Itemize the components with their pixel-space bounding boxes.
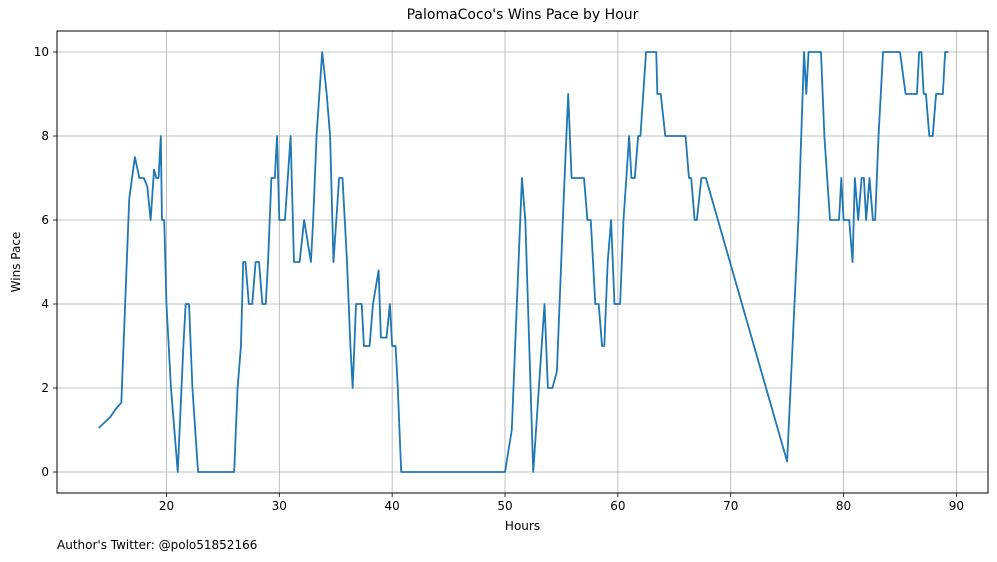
y-tick-label: 0 xyxy=(41,465,49,479)
y-tick-label: 8 xyxy=(41,129,49,143)
x-tick-label: 90 xyxy=(949,499,964,513)
y-tick-label: 4 xyxy=(41,297,49,311)
y-axis-label: Wins Pace xyxy=(9,231,23,293)
x-tick-label: 60 xyxy=(610,499,625,513)
plot-frame xyxy=(56,30,989,494)
y-tick-label: 10 xyxy=(34,45,49,59)
x-tick-label: 40 xyxy=(385,499,400,513)
x-tick-label: 30 xyxy=(272,499,287,513)
chart-title: PalomaCoco's Wins Pace by Hour xyxy=(406,7,639,23)
author-footnote: Author's Twitter: @polo51852166 xyxy=(57,538,258,552)
y-tick-label: 2 xyxy=(41,381,49,395)
x-axis-label: Hours xyxy=(504,519,541,533)
x-tick-label: 50 xyxy=(497,499,512,513)
x-tick-label: 20 xyxy=(159,499,174,513)
x-tick-label: 70 xyxy=(723,499,738,513)
y-axis-ticks: 0 2 4 6 8 10 xyxy=(34,45,57,479)
x-tick-label: 80 xyxy=(836,499,851,513)
x-axis-ticks: 20 30 40 50 60 70 80 90 xyxy=(159,493,964,513)
y-tick-label: 6 xyxy=(41,213,49,227)
wins-pace-line xyxy=(98,51,949,473)
series-layer xyxy=(98,51,949,473)
grid xyxy=(57,31,988,493)
